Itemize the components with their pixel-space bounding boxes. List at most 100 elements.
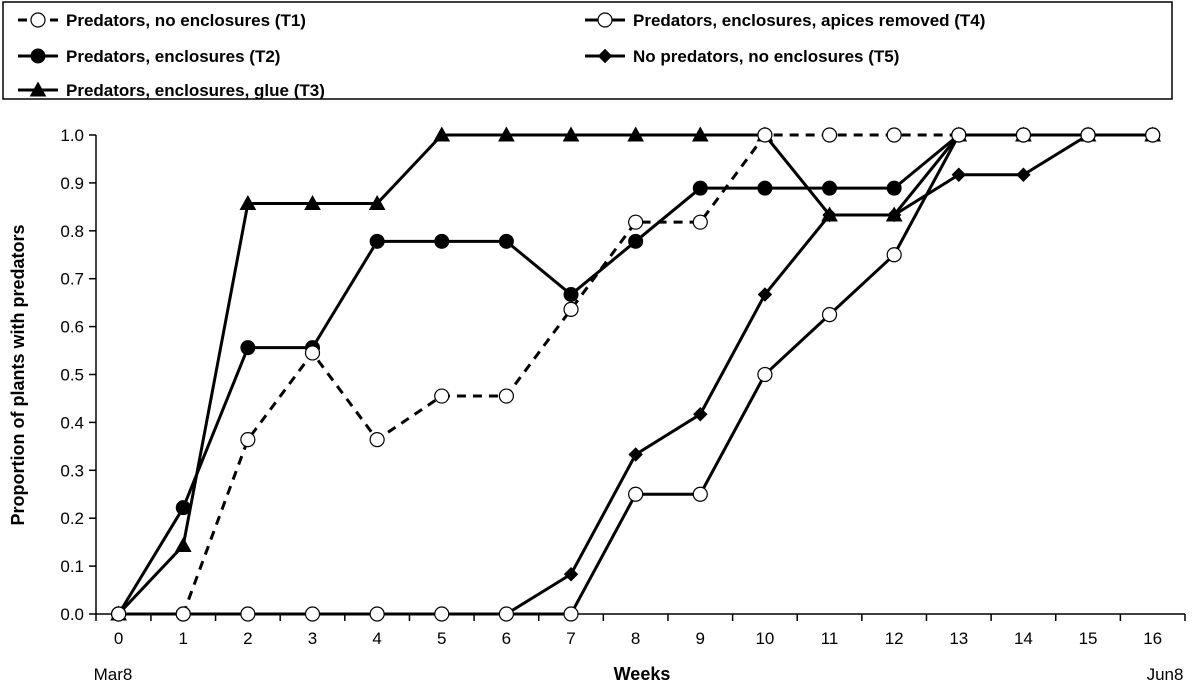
x-tick-label: 4 <box>372 629 381 648</box>
legend-item: No predators, no enclosures (T5) <box>585 47 899 66</box>
data-point <box>562 126 580 142</box>
data-point <box>239 194 257 210</box>
data-point <box>628 486 644 502</box>
data-point <box>240 606 256 622</box>
y-ticks: 0.0 0.1 0.2 0.3 0.4 0.5 0.6 0.7 0.8 0.9 1.0 <box>60 126 96 624</box>
data-point <box>885 206 903 222</box>
data-point <box>368 194 386 210</box>
x-tick-label: 13 <box>949 629 968 648</box>
legend-label: No predators, no enclosures (T5) <box>633 47 899 66</box>
data-point <box>627 126 645 142</box>
data-point <box>821 127 838 143</box>
legend-label: Predators, enclosures (T2) <box>66 47 280 66</box>
x-tick-label: 5 <box>437 629 446 648</box>
x-tick-label: 7 <box>566 629 575 648</box>
x-tick-label: 16 <box>1143 629 1162 648</box>
data-point <box>1145 127 1161 143</box>
data-point <box>1015 127 1032 143</box>
data-point <box>691 126 709 142</box>
series-line <box>118 133 1153 616</box>
data-point <box>886 180 902 196</box>
data-point <box>628 233 644 249</box>
series-3 <box>110 126 1162 621</box>
data-point <box>240 340 256 356</box>
data-point <box>628 447 643 462</box>
y-tick-label: 0.2 <box>60 509 84 528</box>
x-tick-label: 11 <box>821 629 839 648</box>
y-tick-label: 0.5 <box>60 366 84 385</box>
legend-item: Predators, enclosures, apices removed (T… <box>585 11 985 30</box>
data-point <box>886 127 902 143</box>
y-tick-label: 0.3 <box>60 461 84 480</box>
legend-item: Predators, enclosures, glue (T3) <box>18 81 325 100</box>
y-axis-title: Proportion of plants with predators <box>8 225 28 526</box>
series-line <box>117 133 1153 615</box>
data-point <box>628 214 644 230</box>
data-point <box>757 180 773 196</box>
data-point <box>692 214 708 230</box>
data-point <box>951 167 967 182</box>
series-line <box>118 133 1153 616</box>
x-axis-title: Weeks <box>614 664 671 684</box>
y-tick-label: 0.4 <box>60 413 84 432</box>
series-line <box>118 133 1153 616</box>
data-point <box>434 233 450 249</box>
x-tick-label: 1 <box>179 629 188 648</box>
legend-swatch-marker <box>30 12 46 28</box>
data-point <box>951 127 967 143</box>
series-group <box>110 126 1162 622</box>
data-point <box>498 126 515 142</box>
y-tick-label: 0.7 <box>60 270 84 289</box>
x-ticks: 0 1 2 3 4 5 6 7 8 9 10 11 12 13 14 15 16 <box>95 614 1186 648</box>
data-point <box>821 206 838 222</box>
data-point <box>498 233 514 249</box>
legend-label: Predators, no enclosures (T1) <box>66 11 306 30</box>
data-point <box>434 606 450 622</box>
x-tick-label: 9 <box>696 629 705 648</box>
data-point <box>822 180 838 196</box>
y-tick-label: 0.9 <box>60 174 84 193</box>
data-point <box>111 606 127 622</box>
data-point <box>757 287 773 302</box>
x-tick-label: 2 <box>243 629 252 648</box>
data-point <box>563 301 579 317</box>
data-point <box>304 345 321 361</box>
data-point <box>434 388 450 404</box>
data-point <box>174 536 192 553</box>
data-point <box>757 366 773 383</box>
y-tick-label: 0.1 <box>60 557 84 576</box>
y-tick-label: 1.0 <box>60 126 84 145</box>
legend-swatch-marker <box>597 12 613 28</box>
data-point <box>240 432 256 448</box>
x-tick-label: 0 <box>114 629 123 648</box>
x-tick-label: 10 <box>755 629 774 648</box>
data-point <box>304 194 321 210</box>
data-point <box>693 407 708 422</box>
x-tick-label: 12 <box>885 629 904 648</box>
data-point <box>563 606 579 622</box>
x-tick-label: 8 <box>631 629 640 648</box>
legend-swatch-marker <box>29 81 47 97</box>
x-tick-label: 6 <box>502 629 511 648</box>
data-point <box>304 606 321 622</box>
y-tick-label: 0.8 <box>60 222 84 241</box>
data-point <box>563 287 579 303</box>
x-tick-label: 14 <box>1014 629 1033 648</box>
data-point <box>563 567 579 582</box>
legend-item: Predators, enclosures (T2) <box>18 47 280 66</box>
data-point <box>369 606 385 622</box>
series-4 <box>111 127 1161 622</box>
series-1 <box>111 127 1161 622</box>
series-2 <box>111 127 1161 622</box>
data-point <box>692 486 708 502</box>
x-date-label-end: Jun8 <box>1147 665 1184 684</box>
legend-label: Predators, enclosures, apices removed (T… <box>633 11 985 30</box>
data-point <box>498 388 514 404</box>
x-tick-label: 15 <box>1079 629 1098 648</box>
x-tick-label: 3 <box>308 629 317 648</box>
legend-label: Predators, enclosures, glue (T3) <box>66 81 325 100</box>
data-point <box>498 606 514 622</box>
data-point <box>1080 127 1096 143</box>
y-tick-label: 0.0 <box>60 605 84 624</box>
x-date-label-start: Mar8 <box>94 665 133 684</box>
